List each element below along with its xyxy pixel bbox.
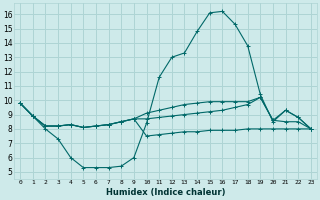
X-axis label: Humidex (Indice chaleur): Humidex (Indice chaleur) — [106, 188, 225, 197]
